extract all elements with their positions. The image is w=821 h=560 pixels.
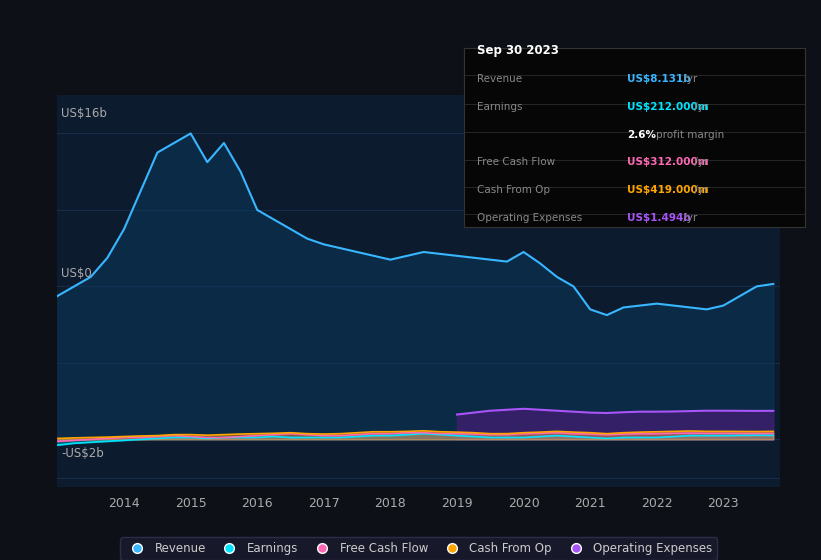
Text: Earnings: Earnings [478, 102, 523, 112]
Text: US$0: US$0 [61, 267, 92, 280]
Text: US$1.494b: US$1.494b [627, 213, 691, 223]
Text: /yr: /yr [680, 213, 697, 223]
Text: 2.6%: 2.6% [627, 129, 657, 139]
Legend: Revenue, Earnings, Free Cash Flow, Cash From Op, Operating Expenses: Revenue, Earnings, Free Cash Flow, Cash … [120, 537, 718, 559]
Text: US$312.000m: US$312.000m [627, 157, 709, 167]
Text: Free Cash Flow: Free Cash Flow [478, 157, 556, 167]
Text: /yr: /yr [691, 102, 709, 112]
Text: US$16b: US$16b [61, 107, 107, 120]
Text: US$212.000m: US$212.000m [627, 102, 709, 112]
Text: /yr: /yr [680, 74, 697, 84]
Text: Sep 30 2023: Sep 30 2023 [478, 44, 559, 57]
Text: -US$2b: -US$2b [61, 447, 103, 460]
Text: /yr: /yr [691, 185, 709, 195]
Text: profit margin: profit margin [656, 129, 725, 139]
Text: Operating Expenses: Operating Expenses [478, 213, 583, 223]
Text: US$419.000m: US$419.000m [627, 185, 709, 195]
Text: Revenue: Revenue [478, 74, 523, 84]
Text: /yr: /yr [691, 157, 709, 167]
Text: US$8.131b: US$8.131b [627, 74, 691, 84]
Text: Cash From Op: Cash From Op [478, 185, 551, 195]
